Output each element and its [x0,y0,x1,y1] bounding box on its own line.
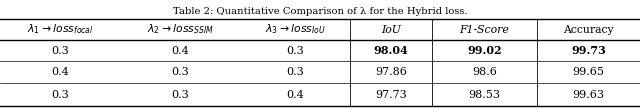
Text: Accuracy: Accuracy [563,25,614,35]
Text: 98.04: 98.04 [374,45,408,56]
Text: $\lambda_1 \rightarrow loss_{focal}$: $\lambda_1 \rightarrow loss_{focal}$ [27,23,93,36]
Text: F1-Score: F1-Score [460,25,509,35]
Text: $\lambda_2 \rightarrow loss_{SSIM}$: $\lambda_2 \rightarrow loss_{SSIM}$ [147,23,213,36]
Text: 0.3: 0.3 [286,45,304,55]
Text: IoU: IoU [381,25,401,35]
Text: 0.3: 0.3 [171,67,189,77]
Text: 99.65: 99.65 [573,67,605,77]
Text: 0.3: 0.3 [286,67,304,77]
Text: 0.4: 0.4 [286,89,304,100]
Text: 99.02: 99.02 [467,45,502,56]
Text: 0.3: 0.3 [51,89,69,100]
Text: 0.4: 0.4 [171,45,189,55]
Text: 0.3: 0.3 [51,45,69,55]
Text: 0.4: 0.4 [51,67,69,77]
Text: $\lambda_3 \rightarrow loss_{IoU}$: $\lambda_3 \rightarrow loss_{IoU}$ [264,23,325,36]
Text: 0.3: 0.3 [171,89,189,100]
Text: 99.73: 99.73 [571,45,606,56]
Text: 97.86: 97.86 [375,67,407,77]
Text: 98.6: 98.6 [472,67,497,77]
Text: 97.73: 97.73 [375,89,407,100]
Text: 99.63: 99.63 [573,89,605,100]
Text: 98.53: 98.53 [468,89,500,100]
Text: Table 2: Quantitative Comparison of λ for the Hybrid loss.: Table 2: Quantitative Comparison of λ fo… [173,7,467,16]
